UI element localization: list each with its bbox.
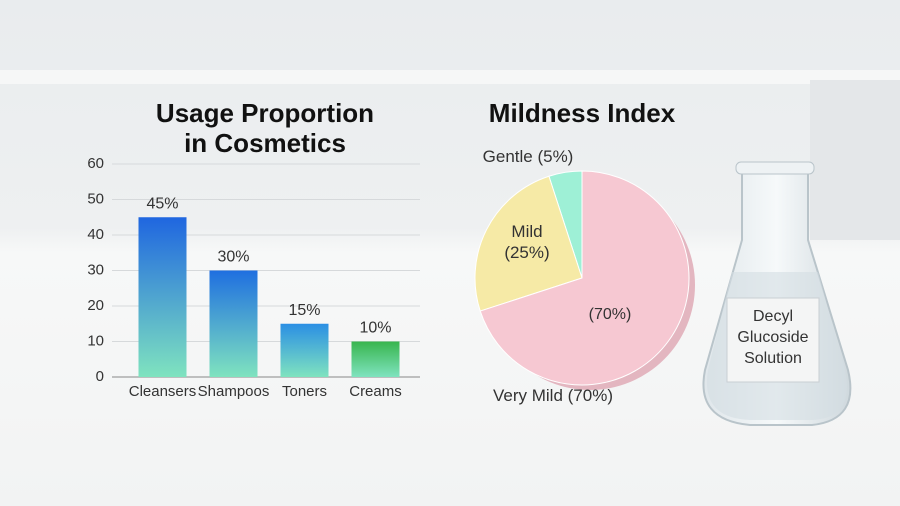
flask — [702, 161, 852, 426]
pie-value-label: (70%) — [588, 306, 632, 323]
x-tick-label: Cleansers — [129, 383, 197, 400]
value-label: 15% — [288, 302, 320, 319]
value-label: 10% — [359, 320, 391, 337]
y-tick-label: 0 — [96, 368, 104, 385]
value-label: 30% — [217, 249, 249, 266]
x-tick-label: Toners — [282, 383, 327, 400]
bar — [351, 341, 400, 377]
shelf — [0, 70, 900, 84]
x-tick-label: Creams — [349, 383, 402, 400]
y-tick-label: 50 — [87, 190, 104, 207]
y-tick-label: 30 — [87, 261, 104, 278]
pie-title: Mildness Index — [488, 98, 676, 128]
bar — [280, 323, 329, 377]
bar-title: Usage Proportion in Cosmetics — [155, 98, 375, 158]
bar — [138, 217, 187, 377]
x-tick-label: Shampoos — [198, 383, 270, 400]
y-tick-label: 60 — [87, 155, 104, 172]
wall-panel — [810, 80, 900, 240]
bar — [209, 270, 258, 377]
pie-label: Gentle (5%) — [482, 147, 574, 166]
flask-rim — [735, 161, 815, 175]
y-tick-label: 40 — [87, 226, 104, 243]
value-label: 45% — [146, 195, 178, 212]
pie-label: Mild (25%) — [504, 222, 550, 262]
pie-slice — [479, 170, 690, 386]
flask-label-card — [726, 297, 820, 383]
flask-label: Decyl Glucoside Solution — [737, 308, 809, 367]
pie-slice — [474, 175, 583, 312]
y-tick-label: 10 — [87, 332, 104, 349]
y-tick-label: 20 — [87, 297, 104, 314]
pie-label: Very Mild (70%) — [493, 386, 613, 405]
